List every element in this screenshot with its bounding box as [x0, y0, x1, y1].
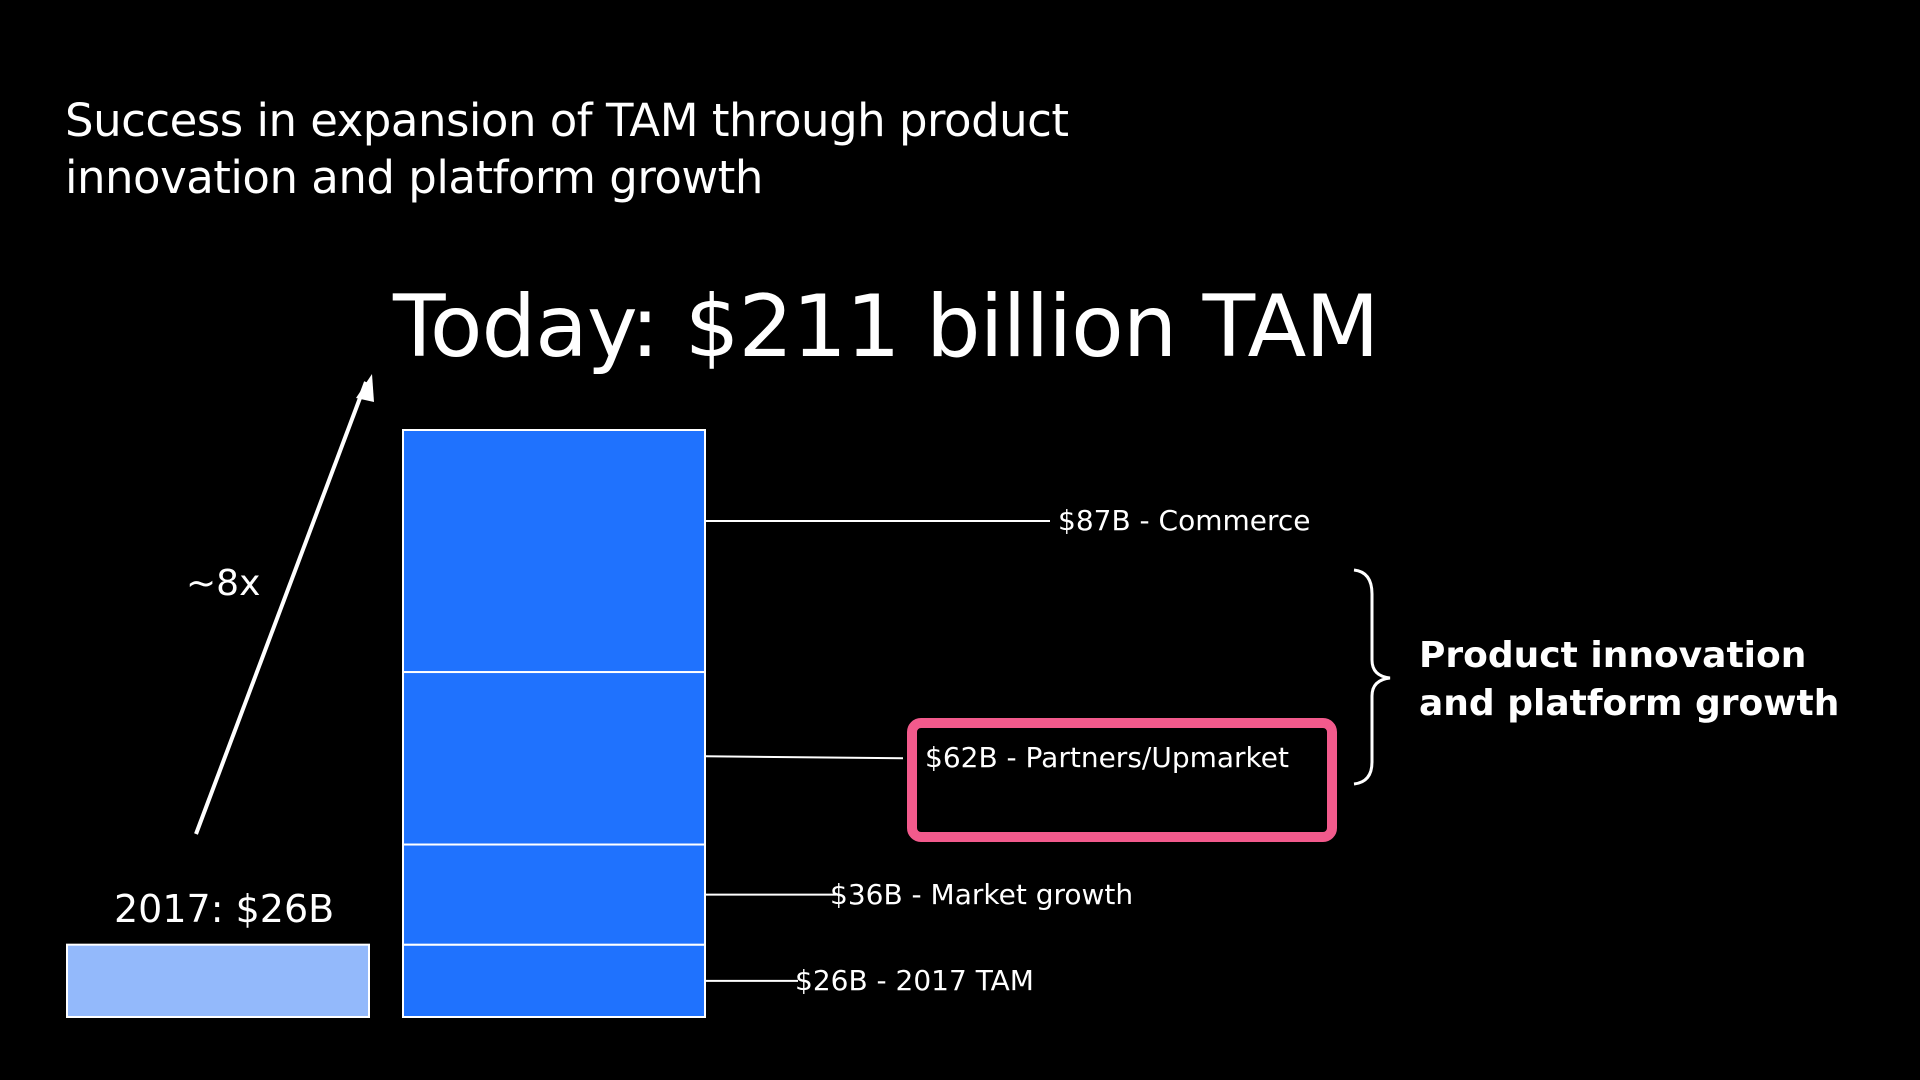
- growth-arrow: [194, 381, 368, 835]
- subtitle-line-1: Success in expansion of TAM through prod…: [65, 94, 1069, 147]
- label-2017-tam: 2017: $26B: [114, 887, 335, 931]
- bar-2017: [66, 943, 370, 1019]
- bars-group: [66, 429, 706, 1019]
- right-brace: [1353, 568, 1391, 786]
- bar-segment-market-growth: [402, 843, 706, 946]
- bracket-label: Product innovation and platform growth: [1419, 632, 1839, 728]
- bracket-label-line-1: Product innovation: [1419, 635, 1807, 676]
- growth-multiple-label: ~8x: [186, 563, 261, 604]
- slide-subtitle: Success in expansion of TAM through prod…: [65, 92, 1165, 206]
- leader-lines-group: [704, 520, 1050, 982]
- highlight-box: [907, 718, 1337, 842]
- bar-segment-2017-tam: [402, 943, 706, 1019]
- growth-arrow-head: [356, 374, 374, 402]
- bar-segment-commerce: [402, 429, 706, 674]
- segment-label-3: $62B - Partners/Upmarket: [925, 741, 1289, 775]
- subtitle-line-2: innovation and platform growth: [65, 151, 763, 204]
- segment-label-2: $36B - Market growth: [830, 877, 1134, 911]
- segment-label-1: $26B - 2017 TAM: [795, 963, 1034, 997]
- bar-segment-partners-upmarket: [402, 671, 706, 846]
- headline-today-tam: Today: $211 billion TAM: [393, 277, 1379, 377]
- bracket-label-line-2: and platform growth: [1419, 683, 1840, 724]
- segment-label-4: $87B - Commerce: [1058, 504, 1311, 538]
- leader-line-3: [704, 755, 904, 760]
